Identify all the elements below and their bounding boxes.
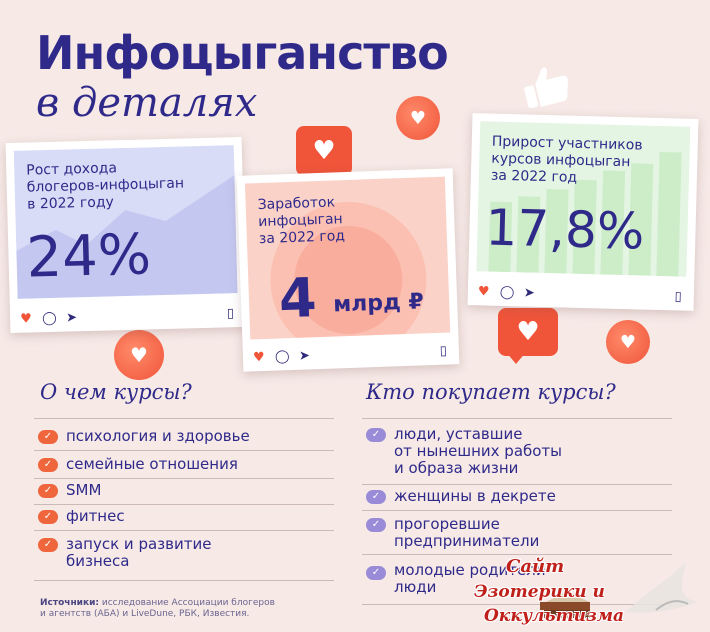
watermark-line3: Оккультизма: [484, 606, 625, 626]
list-item: прогоревшие предприниматели: [394, 515, 540, 550]
send-icon[interactable]: ➤: [298, 348, 311, 364]
check-icon: ✓: [366, 566, 386, 580]
list-item: молодые родители люди: [394, 561, 546, 596]
comment-icon[interactable]: ◯: [499, 284, 515, 301]
check-icon: ✓: [38, 538, 58, 552]
comment-icon[interactable]: ◯: [41, 310, 57, 327]
card-label: Заработок инфоцыган за 2022 год: [257, 194, 346, 248]
card-footer: ♥ ◯ ➤ ▯: [10, 301, 247, 333]
heart-icon[interactable]: ♥: [19, 311, 33, 327]
card-image-area: Прирост участников курсов инфоцыган за 2…: [476, 121, 691, 277]
card-value: 24%: [25, 222, 152, 291]
heart-bubble-decoration: ♥: [396, 96, 440, 140]
divider: [34, 418, 334, 419]
bookmark-icon[interactable]: ▯: [674, 289, 683, 305]
card-image-area: Рост дохода блогеров-инфоцыган в 2022 го…: [13, 145, 238, 299]
list-item: женщины в декрете: [394, 487, 556, 505]
stat-card-participants-growth: Прирост участников курсов инфоцыган за 2…: [467, 113, 699, 311]
watermark-line1: Сайт: [506, 556, 565, 577]
divider: [362, 418, 672, 419]
card-label: Рост дохода блогеров-инфоцыган в 2022 го…: [26, 160, 185, 213]
card-label: Прирост участников курсов инфоцыган за 2…: [490, 133, 643, 186]
list-item: семейные отношения: [66, 455, 238, 473]
site-watermark: Сайт Эзотерики и Оккультизма: [466, 548, 710, 632]
page-title: Инфоцыганство: [36, 26, 449, 80]
buyers-heading: Кто покупает курсы?: [366, 380, 616, 404]
heart-bubble-decoration: ♥: [606, 320, 650, 364]
bar-chart-decoration: [488, 151, 682, 277]
card-value-unit: млрд ₽: [332, 289, 425, 318]
divider: [362, 484, 672, 485]
list-item: SMM: [66, 481, 102, 499]
divider: [362, 554, 672, 555]
bird-icon: [626, 562, 696, 613]
bookmark-icon[interactable]: ▯: [439, 343, 448, 359]
card-value: 17,8%: [484, 198, 646, 261]
card-footer: ♥ ◯ ➤ ▯: [468, 279, 695, 311]
card-image-area: Заработок инфоцыган за 2022 год 4 млрд ₽: [244, 176, 451, 340]
list-item: фитнес: [66, 507, 125, 525]
card-footer: ♥ ◯ ➤ ▯: [243, 338, 460, 372]
heart-icon[interactable]: ♥: [477, 284, 490, 300]
list-item: запуск и развитие бизнеса: [66, 535, 212, 570]
courses-heading: О чем курсы?: [40, 380, 192, 404]
divider: [34, 580, 334, 581]
comment-icon[interactable]: ◯: [274, 349, 290, 365]
stat-card-earnings: Заработок инфоцыган за 2022 год 4 млрд ₽…: [236, 168, 460, 372]
check-icon: ✓: [366, 428, 386, 442]
thumbs-up-icon: [524, 67, 569, 108]
heart-notification-tail: [506, 352, 526, 364]
watermark-line2: Эзотерики и: [474, 582, 605, 602]
divider: [34, 530, 334, 531]
heart-notification-decoration: ♥: [296, 126, 352, 176]
divider: [362, 510, 672, 511]
check-icon: ✓: [366, 518, 386, 532]
send-icon[interactable]: ➤: [65, 310, 78, 326]
card-value-number: 4: [277, 266, 318, 331]
divider: [34, 478, 334, 479]
divider: [362, 604, 672, 605]
heart-icon[interactable]: ♥: [252, 349, 265, 366]
check-icon: ✓: [38, 484, 58, 498]
sources-note: Источники: исследование Ассоциации блоге…: [40, 598, 275, 619]
list-item: психология и здоровье: [66, 427, 250, 445]
growth-chart-decoration: [16, 175, 238, 299]
stat-card-income-growth: Рост дохода блогеров-инфоцыган в 2022 го…: [5, 136, 247, 334]
bookmark-icon[interactable]: ▯: [226, 306, 235, 322]
divider: [34, 504, 334, 505]
page-subtitle: в деталях: [36, 80, 258, 126]
check-icon: ✓: [38, 430, 58, 444]
check-icon: ✓: [38, 458, 58, 472]
send-icon[interactable]: ➤: [523, 285, 535, 301]
divider: [34, 450, 334, 451]
books-icon: [540, 592, 590, 618]
radial-glow-decoration: [270, 201, 427, 340]
check-icon: ✓: [366, 490, 386, 504]
list-item: люди, уставшие от нынешних работы и обра…: [394, 425, 563, 477]
heart-bubble-decoration: ♥: [114, 330, 164, 380]
heart-notification-decoration: ♥: [498, 308, 558, 356]
check-icon: ✓: [38, 510, 58, 524]
